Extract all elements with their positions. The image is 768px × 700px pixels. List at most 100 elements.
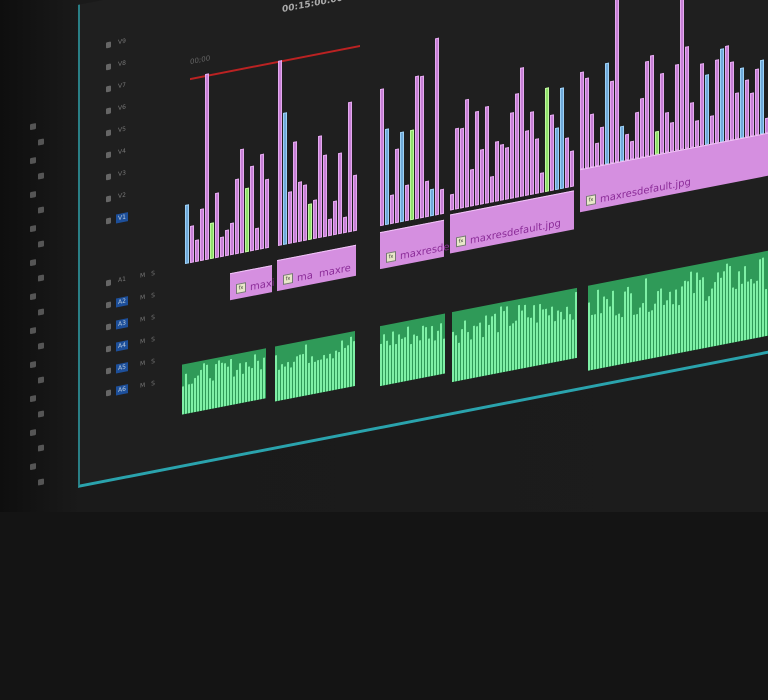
tool-icon[interactable] — [38, 478, 44, 486]
tool-icon[interactable] — [30, 157, 36, 165]
tool-icon[interactable] — [30, 293, 36, 301]
clip-segment[interactable] — [710, 115, 714, 144]
clip-segment[interactable] — [485, 106, 489, 204]
clip-segment[interactable] — [520, 66, 524, 197]
track-name[interactable]: V9 — [118, 37, 126, 47]
clip-segment[interactable] — [250, 166, 254, 252]
solo-button[interactable]: S — [151, 379, 157, 388]
clip-segment[interactable] — [660, 72, 664, 154]
track-name[interactable]: V3 — [118, 169, 126, 179]
clip-segment[interactable] — [515, 93, 519, 198]
tool-icon[interactable] — [38, 410, 44, 418]
clip-segment[interactable] — [475, 110, 479, 206]
clip-segment[interactable] — [685, 46, 689, 149]
track-name[interactable]: V8 — [118, 59, 126, 69]
clip-segment[interactable] — [555, 126, 559, 191]
clip-segment[interactable] — [293, 141, 297, 244]
clip-segment[interactable] — [328, 218, 332, 237]
clip-segment[interactable] — [225, 229, 229, 257]
track-name[interactable]: V4 — [118, 147, 126, 157]
lock-icon[interactable] — [106, 63, 111, 71]
clip-segment[interactable] — [590, 113, 594, 168]
clip-segment[interactable] — [205, 73, 209, 261]
clip-segment[interactable] — [630, 141, 634, 160]
clip-segment[interactable] — [495, 141, 499, 202]
clip-segment[interactable] — [750, 92, 754, 137]
lock-icon[interactable] — [106, 367, 111, 375]
lock-icon[interactable] — [106, 85, 111, 93]
clip-segment[interactable] — [745, 79, 749, 138]
clip-segment[interactable] — [390, 194, 394, 225]
solo-button[interactable]: S — [151, 269, 157, 278]
clip-segment[interactable] — [333, 200, 337, 236]
clip-segment[interactable] — [338, 152, 342, 235]
clip-segment[interactable] — [190, 225, 194, 264]
tool-icon[interactable] — [38, 342, 44, 350]
tool-icon[interactable] — [30, 361, 36, 369]
clip-segment[interactable] — [705, 74, 709, 145]
lock-icon[interactable] — [106, 41, 111, 49]
tool-icon[interactable] — [38, 308, 44, 316]
clip-segment[interactable] — [255, 227, 259, 251]
clip-segment[interactable] — [735, 92, 739, 140]
mute-button[interactable]: M — [140, 359, 148, 368]
solo-button[interactable]: S — [151, 313, 157, 322]
clip-segment[interactable] — [353, 174, 357, 232]
tool-icon[interactable] — [38, 206, 44, 214]
tool-icon[interactable] — [30, 327, 36, 335]
clip-segment[interactable] — [535, 138, 539, 194]
tool-icon[interactable] — [30, 123, 36, 131]
clip-segment[interactable] — [500, 143, 504, 201]
clip-segment[interactable] — [265, 178, 269, 249]
lock-icon[interactable] — [106, 151, 111, 159]
lock-icon[interactable] — [106, 301, 111, 309]
clip-segment[interactable] — [595, 142, 599, 167]
clip-segment[interactable] — [640, 97, 644, 158]
clip-segment[interactable] — [720, 48, 724, 143]
clip-segment[interactable] — [625, 133, 629, 161]
clip-segment[interactable] — [470, 169, 474, 207]
clip-segment[interactable] — [395, 148, 399, 224]
clip-segment[interactable] — [405, 184, 409, 222]
clip-segment[interactable] — [565, 137, 569, 189]
clip-segment[interactable] — [550, 114, 554, 192]
clip-segment[interactable] — [755, 68, 759, 136]
clip-segment[interactable] — [313, 199, 317, 240]
clip-segment[interactable] — [760, 59, 764, 135]
clip-segment[interactable] — [385, 128, 389, 226]
clip-segment[interactable] — [323, 154, 327, 238]
clip-segment[interactable] — [570, 150, 574, 188]
clip-segment[interactable] — [185, 204, 189, 265]
clip-segment[interactable] — [510, 112, 514, 199]
lock-icon[interactable] — [106, 173, 111, 181]
tool-icon[interactable] — [38, 376, 44, 384]
clip-segment[interactable] — [245, 187, 249, 253]
clip-segment[interactable] — [195, 239, 199, 263]
clip-segment[interactable] — [415, 75, 419, 220]
clip-segment[interactable] — [715, 59, 719, 144]
clip-segment[interactable] — [615, 0, 619, 163]
solo-button[interactable]: S — [151, 335, 157, 344]
lock-icon[interactable] — [106, 107, 111, 115]
clip-segment[interactable] — [235, 178, 239, 255]
audio-clip[interactable] — [380, 313, 445, 387]
track-name[interactable]: V7 — [118, 81, 126, 91]
lock-icon[interactable] — [106, 323, 111, 331]
tool-icon[interactable] — [38, 274, 44, 282]
track-name[interactable]: V6 — [118, 103, 126, 113]
track-name[interactable]: A3 — [116, 318, 128, 330]
clip-segment[interactable] — [525, 130, 529, 196]
track-name[interactable]: V5 — [118, 125, 126, 135]
clip-segment[interactable] — [318, 135, 322, 239]
clip-segment[interactable] — [665, 112, 669, 153]
mute-button[interactable]: M — [140, 315, 148, 324]
clip-segment[interactable] — [240, 148, 244, 254]
clip-segment[interactable] — [460, 128, 464, 209]
clip-segment[interactable] — [740, 67, 744, 139]
mute-button[interactable]: M — [140, 293, 148, 302]
clip-segment[interactable] — [260, 154, 264, 250]
clip-segment[interactable] — [490, 176, 494, 203]
clip-segment[interactable] — [298, 181, 302, 243]
track-name[interactable]: A2 — [116, 296, 128, 308]
track-name[interactable]: A5 — [116, 362, 128, 374]
